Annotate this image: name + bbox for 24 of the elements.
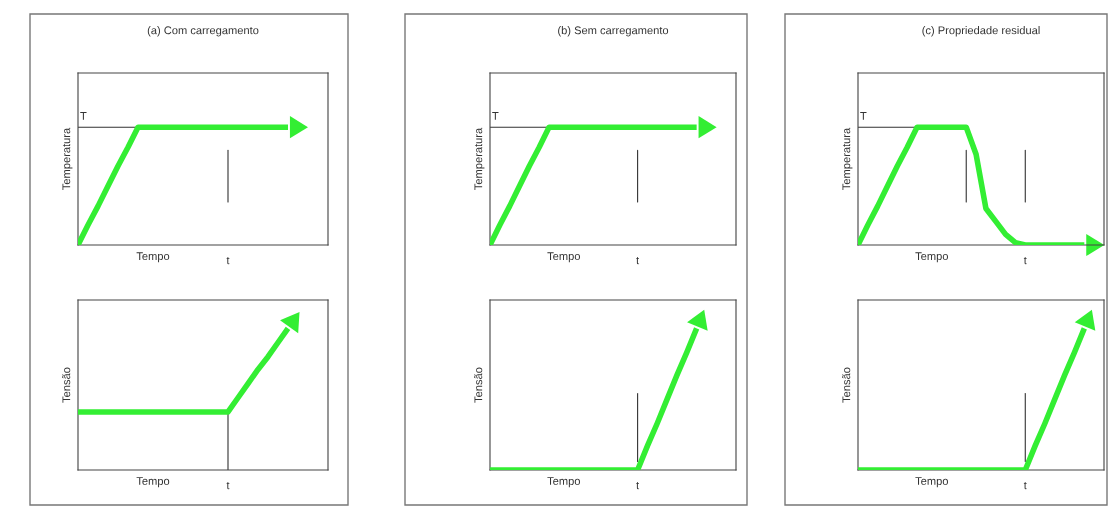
- text: T: [80, 112, 87, 120]
- text: t: [226, 481, 230, 490]
- x-axis-title: Tempo: [136, 477, 170, 488]
- x-axis-title: Tempo: [547, 477, 581, 488]
- y-axis-title: Temperatura: [62, 127, 73, 190]
- text: t: [636, 256, 640, 265]
- text: T: [860, 112, 867, 120]
- text: T: [492, 112, 499, 120]
- text: t: [1023, 481, 1027, 490]
- chart-title: (b) Sem carregamento: [558, 26, 669, 37]
- text: t: [1023, 256, 1027, 265]
- y-axis-title: Temperatura: [842, 127, 853, 190]
- y-axis-title: Tensão: [474, 367, 483, 403]
- y-axis-title: Tensão: [62, 367, 71, 403]
- x-axis-title: Tempo: [547, 252, 581, 263]
- x-axis-title: Tempo: [915, 252, 949, 263]
- chart-title: (c) Propriedade residual: [922, 26, 1040, 37]
- x-axis-title: Tempo: [915, 477, 949, 488]
- y-axis-title: Temperatura: [474, 127, 485, 190]
- chart-title: (a) Com carregamento: [147, 26, 259, 37]
- x-axis-title: Tempo: [136, 252, 170, 263]
- y-axis-title: Tensão: [842, 367, 851, 403]
- text: t: [226, 256, 230, 265]
- text: t: [636, 481, 640, 490]
